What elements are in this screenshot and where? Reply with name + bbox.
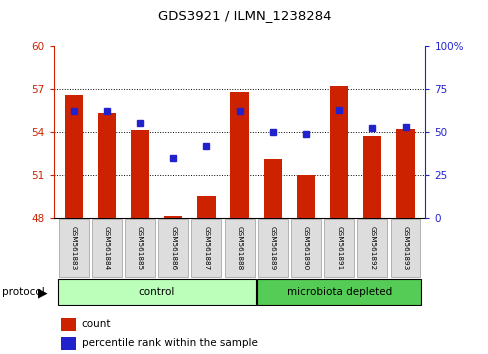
Text: GSM561887: GSM561887	[203, 226, 209, 270]
Text: GSM561893: GSM561893	[402, 226, 407, 270]
Bar	[131, 130, 149, 218]
Text: protocol: protocol	[2, 287, 45, 297]
Bar	[290, 219, 320, 277]
Text: count: count	[81, 319, 111, 329]
Bar	[61, 318, 76, 331]
Text: percentile rank within the sample: percentile rank within the sample	[81, 338, 257, 348]
Text: GSM561890: GSM561890	[303, 226, 308, 270]
Bar	[296, 175, 314, 218]
Text: GSM561892: GSM561892	[368, 226, 375, 270]
Bar	[61, 337, 76, 350]
Bar	[58, 279, 255, 305]
Text: GSM561889: GSM561889	[269, 226, 275, 270]
Bar	[158, 219, 188, 277]
Bar	[197, 196, 215, 218]
Text: microbiota depleted: microbiota depleted	[286, 287, 391, 297]
Text: GSM561883: GSM561883	[71, 226, 77, 270]
Bar	[357, 219, 386, 277]
Bar	[363, 136, 381, 218]
Bar	[64, 95, 82, 218]
Text: ▶: ▶	[38, 286, 48, 299]
Bar	[396, 129, 414, 218]
Bar	[92, 219, 122, 277]
Bar	[125, 219, 155, 277]
Bar	[191, 219, 221, 277]
Text: GSM561885: GSM561885	[137, 226, 143, 270]
Bar	[390, 219, 420, 277]
Bar	[256, 279, 421, 305]
Text: GSM561886: GSM561886	[170, 226, 176, 270]
Bar	[98, 113, 116, 218]
Bar	[164, 216, 182, 218]
Bar	[224, 219, 254, 277]
Bar	[230, 92, 248, 218]
Text: control: control	[138, 287, 175, 297]
Bar	[329, 86, 347, 218]
Text: GDS3921 / ILMN_1238284: GDS3921 / ILMN_1238284	[158, 9, 330, 22]
Bar	[263, 159, 282, 218]
Text: GSM561884: GSM561884	[103, 226, 110, 270]
Bar	[59, 219, 88, 277]
Text: GSM561891: GSM561891	[335, 226, 342, 270]
Bar	[324, 219, 353, 277]
Text: GSM561888: GSM561888	[236, 226, 242, 270]
Bar	[257, 219, 287, 277]
